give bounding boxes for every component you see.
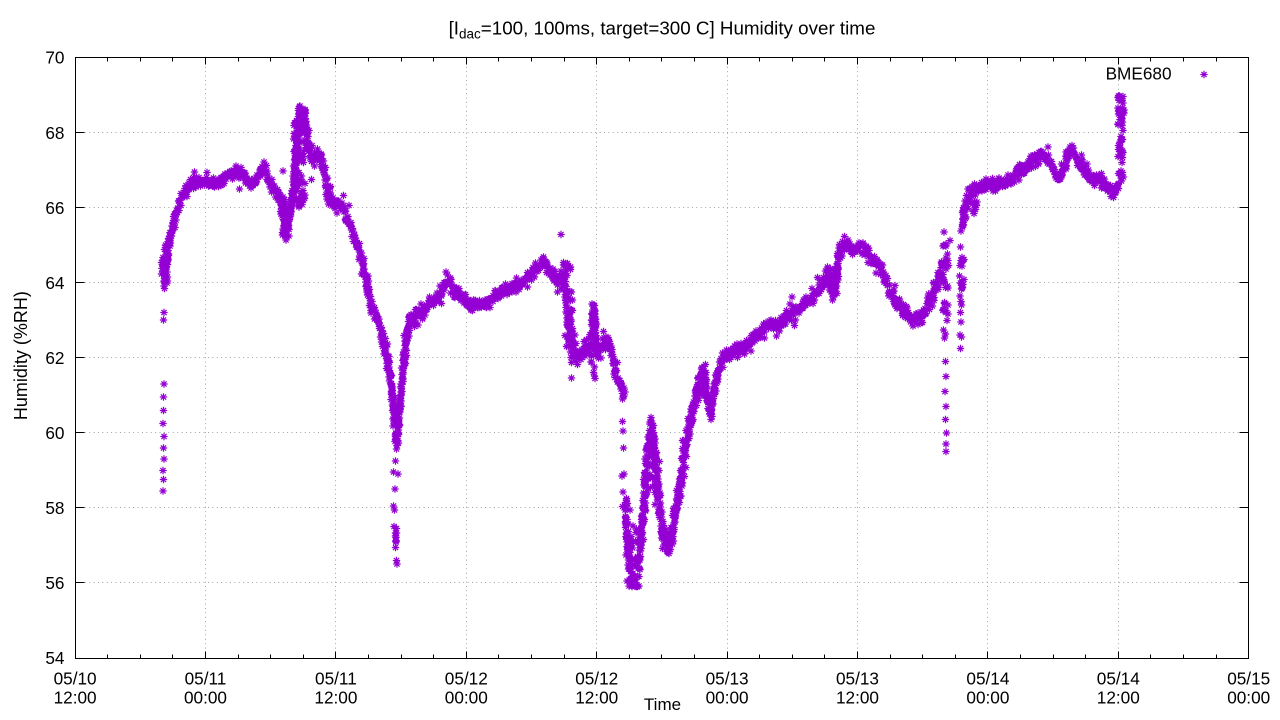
- svg-text:12:00: 12:00: [1097, 687, 1140, 707]
- svg-text:12:00: 12:00: [54, 687, 97, 707]
- svg-text:05/14: 05/14: [1097, 668, 1140, 688]
- svg-text:05/10: 05/10: [54, 668, 97, 688]
- svg-text:05/11: 05/11: [185, 668, 227, 688]
- svg-text:05/14: 05/14: [966, 668, 1009, 688]
- svg-text:00:00: 00:00: [184, 687, 227, 707]
- svg-text:64: 64: [45, 273, 65, 293]
- svg-text:BME680: BME680: [1106, 64, 1172, 84]
- svg-text:62: 62: [45, 348, 64, 368]
- svg-text:05/11: 05/11: [315, 668, 357, 688]
- svg-text:54: 54: [45, 648, 65, 668]
- svg-text:12:00: 12:00: [575, 687, 618, 707]
- svg-text:05/12: 05/12: [445, 668, 488, 688]
- svg-text:12:00: 12:00: [836, 687, 879, 707]
- svg-text:60: 60: [45, 423, 64, 443]
- svg-text:00:00: 00:00: [966, 687, 1009, 707]
- svg-text:00:00: 00:00: [1227, 687, 1270, 707]
- svg-text:58: 58: [45, 498, 64, 518]
- svg-text:00:00: 00:00: [706, 687, 749, 707]
- svg-text:56: 56: [45, 573, 64, 593]
- svg-text:05/15: 05/15: [1227, 668, 1270, 688]
- svg-text:Humidity (%RH): Humidity (%RH): [11, 291, 31, 420]
- svg-text:68: 68: [45, 123, 64, 143]
- svg-text:05/12: 05/12: [575, 668, 618, 688]
- svg-text:66: 66: [45, 198, 64, 218]
- svg-text:05/13: 05/13: [836, 668, 879, 688]
- svg-text:70: 70: [45, 48, 64, 68]
- svg-text:05/13: 05/13: [706, 668, 749, 688]
- svg-text:12:00: 12:00: [314, 687, 357, 707]
- svg-text:Time: Time: [644, 695, 681, 714]
- svg-text:[Idac=100, 100ms, target=300 C: [Idac=100, 100ms, target=300 C] Humidity…: [449, 18, 876, 42]
- svg-text:00:00: 00:00: [445, 687, 488, 707]
